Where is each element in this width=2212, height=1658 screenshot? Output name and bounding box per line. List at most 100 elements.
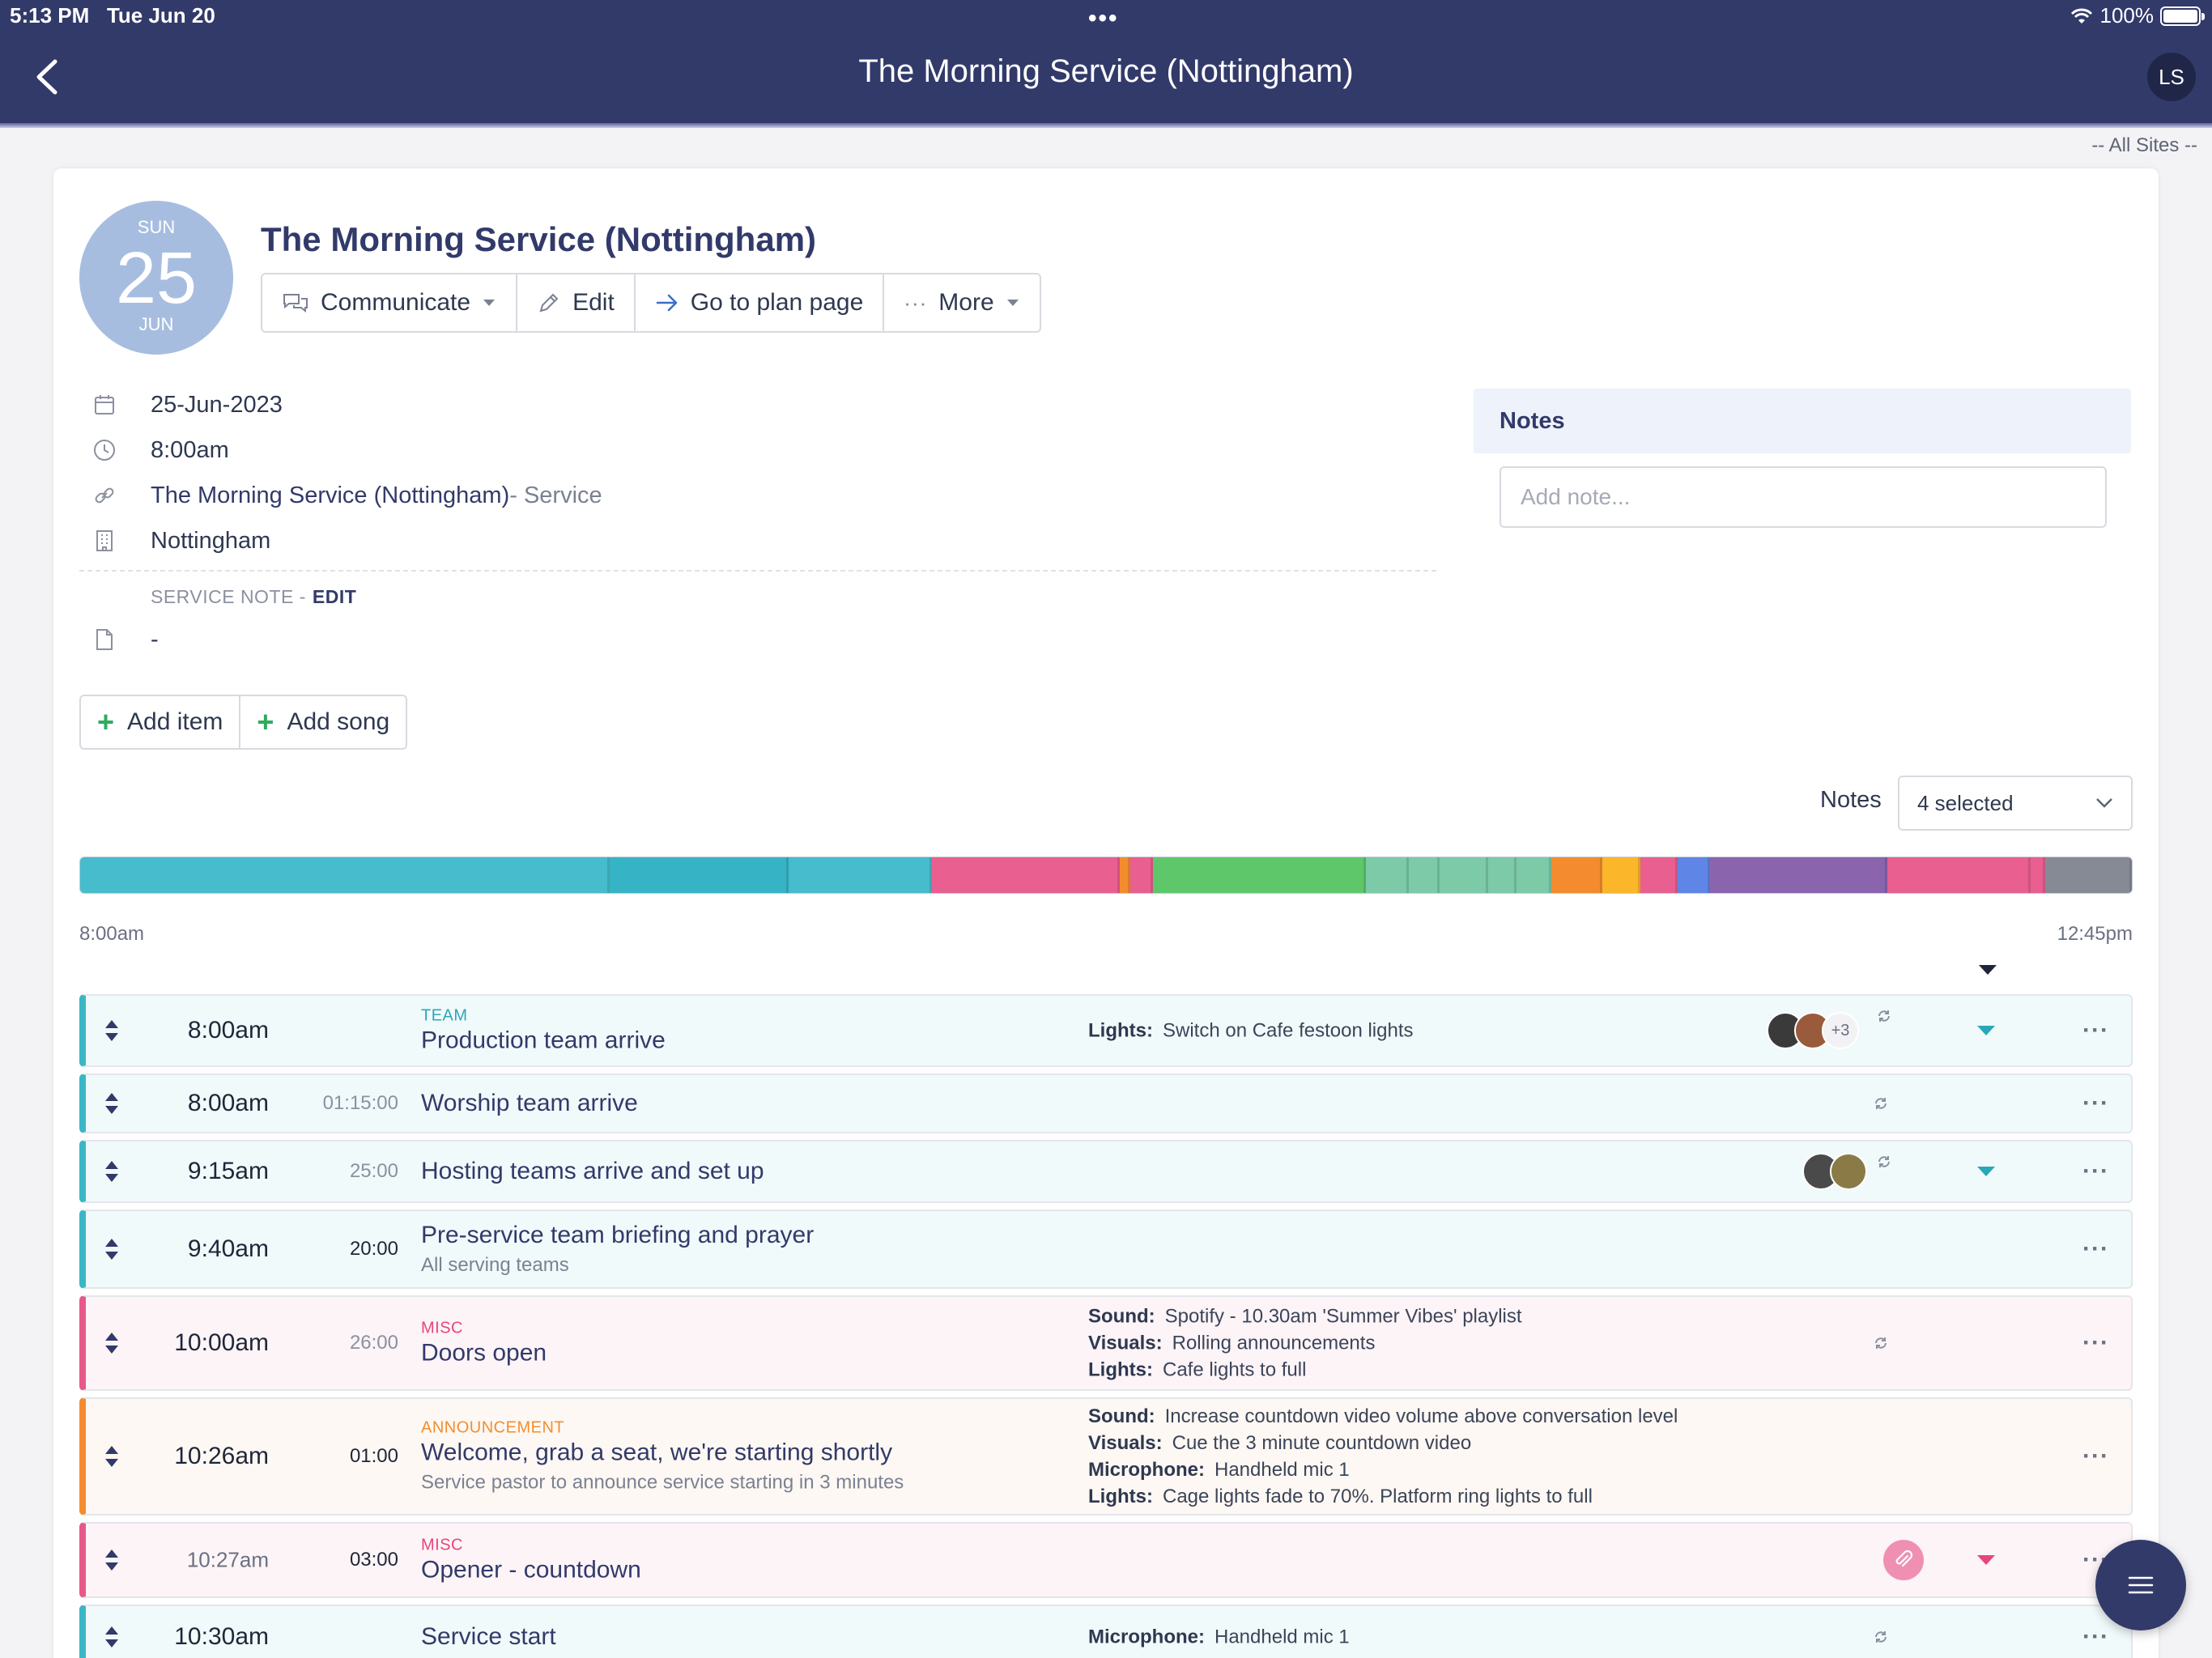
timeline-segment[interactable] (1366, 857, 1410, 893)
detail-line: Lights: Cage lights fade to 70%. Platform… (1088, 1483, 1678, 1510)
row-more-button[interactable]: ··· (2082, 1623, 2109, 1650)
event-location-row: Nottingham (91, 525, 270, 557)
detail-line: Visuals: Cue the 3 minute countdown video (1088, 1430, 1678, 1456)
chevron-left-icon[interactable] (32, 57, 62, 97)
sync-icon (1875, 1337, 1887, 1349)
multitasking-dots-icon[interactable]: ••• (1088, 5, 1119, 32)
timeline-segment[interactable] (1677, 857, 1710, 893)
row-more-button[interactable]: ··· (2082, 1158, 2109, 1184)
service-note-edit-link[interactable]: EDIT (312, 586, 357, 607)
service-link[interactable]: The Morning Service (Nottingham) (151, 482, 510, 508)
paperclip-icon[interactable] (1883, 1540, 1924, 1580)
detail-key: Microphone: (1088, 1626, 1205, 1648)
link-icon (91, 484, 118, 507)
plan-row[interactable]: 9:40am 20:00 Pre-service team briefing a… (79, 1209, 2133, 1289)
row-name: Hosting teams arrive and set up (421, 1158, 764, 1184)
timeline-segment[interactable] (1516, 857, 1551, 893)
sync-icon (1878, 1156, 1890, 1167)
timeline-segment[interactable] (1409, 857, 1440, 893)
row-time: 9:15am (187, 1158, 269, 1184)
row-category: MISC (421, 1536, 463, 1554)
timeline-segment[interactable] (1487, 857, 1517, 893)
row-info: TEAM Production team arrive (421, 1007, 666, 1055)
row-more-button[interactable]: ··· (2082, 1329, 2109, 1356)
plan-row[interactable]: 9:15am 25:00 Hosting teams arrive and se… (79, 1140, 2133, 1203)
plan-row[interactable]: 10:00am 26:00 MISC Doors open Sound: Spot… (79, 1295, 2133, 1391)
notes-filter-select[interactable]: 4 selected (1898, 776, 2133, 831)
detail-key: Lights: (1088, 1019, 1153, 1042)
drag-handle-icon[interactable] (104, 1091, 120, 1116)
drag-handle-icon[interactable] (104, 1625, 120, 1649)
row-category: TEAM (421, 1006, 468, 1025)
timeline-segment[interactable] (1551, 857, 1602, 893)
sites-filter[interactable]: -- All Sites -- (2091, 134, 2197, 156)
expand-caret-icon[interactable] (1977, 1555, 1995, 1565)
row-avatars[interactable] (1802, 1153, 1867, 1190)
timeline-segment[interactable] (1152, 857, 1367, 893)
drag-handle-icon[interactable] (104, 1444, 120, 1469)
go-to-plan-button[interactable]: Go to plan page (636, 274, 885, 331)
add-item-button[interactable]: + Add item (81, 696, 241, 748)
row-more-button[interactable]: ··· (2082, 1017, 2109, 1044)
timeline-segment[interactable] (2030, 857, 2045, 893)
row-duration: 01:15:00 (322, 1092, 398, 1114)
edit-button[interactable]: Edit (517, 274, 636, 331)
timeline-segment[interactable] (80, 857, 610, 893)
event-time: 8:00am (151, 436, 229, 463)
plan-row[interactable]: 10:30am Service start Microphone: Handhel… (79, 1605, 2133, 1658)
document-icon (91, 628, 118, 651)
nav-bar-shadow (0, 123, 2212, 128)
drag-handle-icon[interactable] (104, 1237, 120, 1261)
plan-row[interactable]: 10:27am 03:00 MISC Opener - countdown ··… (79, 1522, 2133, 1598)
timeline-marker-icon (1979, 965, 1997, 975)
plan-row[interactable]: 8:00am TEAM Production team arrive Light… (79, 994, 2133, 1067)
date-badge-day: 25 (115, 238, 198, 319)
timeline-segment[interactable] (1887, 857, 2031, 893)
add-song-button[interactable]: + Add song (240, 696, 406, 748)
row-more-button[interactable]: ··· (2082, 1090, 2109, 1116)
plan-timeline[interactable] (79, 857, 2133, 894)
menu-fab[interactable] (2095, 1540, 2186, 1630)
drag-handle-icon[interactable] (104, 1018, 120, 1043)
timeline-segment[interactable] (2044, 857, 2132, 893)
timeline-segment[interactable] (932, 857, 1120, 893)
timeline-segment[interactable] (1709, 857, 1887, 893)
user-avatar[interactable]: LS (2147, 53, 2196, 101)
arrow-right-icon (656, 294, 678, 312)
row-details: Sound: Increase countdown video volume ab… (1088, 1403, 1678, 1510)
service-note-title: SERVICE NOTE - (151, 586, 306, 607)
event-service-row: The Morning Service (Nottingham) - Servi… (91, 479, 602, 512)
row-name: Doors open (421, 1339, 547, 1367)
calendar-icon (91, 393, 118, 416)
drag-handle-icon[interactable] (104, 1548, 120, 1572)
plan-row[interactable]: 10:26am 01:00 ANNOUNCEMENT Welcome, grab… (79, 1397, 2133, 1516)
status-right: 100% (2069, 3, 2205, 28)
detail-value: Handheld mic 1 (1214, 1459, 1350, 1481)
more-button[interactable]: ··· More (884, 274, 1039, 331)
status-clock: 5:13 PM (10, 3, 90, 28)
row-more-button[interactable]: ··· (2082, 1443, 2109, 1469)
row-more-button[interactable]: ··· (2082, 1235, 2109, 1262)
row-duration: 25:00 (349, 1160, 398, 1182)
communicate-button[interactable]: Communicate (262, 274, 518, 331)
add-note-input[interactable] (1499, 466, 2107, 528)
timeline-segment[interactable] (1602, 857, 1641, 893)
timeline-segment[interactable] (1129, 857, 1153, 893)
drag-handle-icon[interactable] (104, 1331, 120, 1355)
detail-value: Spotify - 10.30am 'Summer Vibes' playlis… (1164, 1305, 1522, 1328)
timeline-segment[interactable] (1439, 857, 1488, 893)
timeline-segment[interactable] (609, 857, 789, 893)
row-avatars[interactable]: +3 (1767, 1012, 1859, 1049)
expand-caret-icon[interactable] (1977, 1167, 1995, 1176)
service-type: - Service (509, 482, 602, 508)
drag-handle-icon[interactable] (104, 1159, 120, 1184)
row-subtitle: Service pastor to announce service start… (421, 1471, 904, 1494)
plan-row[interactable]: 8:00am 01:15:00 Worship team arrive ··· (79, 1073, 2133, 1133)
row-time: 10:26am (174, 1443, 269, 1469)
timeline-segment[interactable] (1119, 857, 1130, 893)
detail-value: Cue the 3 minute countdown video (1172, 1432, 1472, 1454)
expand-caret-icon[interactable] (1977, 1026, 1995, 1035)
timeline-segment[interactable] (789, 857, 933, 893)
row-info: Worship team arrive (421, 1090, 638, 1117)
timeline-segment[interactable] (1640, 857, 1678, 893)
